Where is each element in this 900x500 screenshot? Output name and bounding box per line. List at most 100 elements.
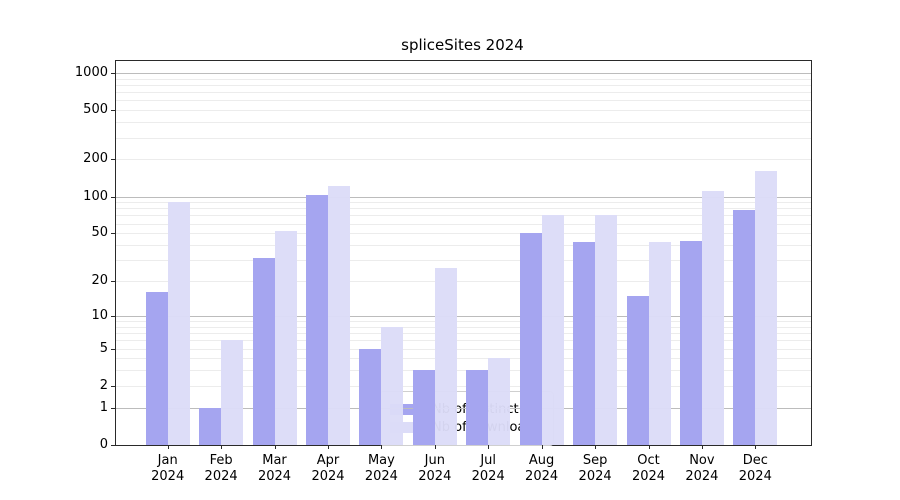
y-axis-tick <box>111 110 115 112</box>
y-axis-tick <box>111 72 115 74</box>
gridline-minor <box>116 326 811 328</box>
x-axis-tick-label: Jan 2024 <box>140 453 196 485</box>
y-axis-tick <box>111 445 115 446</box>
bar-distinct-ips <box>252 258 275 445</box>
x-label-line: 2024 <box>257 469 292 484</box>
gridline-minor <box>116 245 811 246</box>
x-label-line: 2024 <box>311 469 345 484</box>
bar-distinct-ips <box>519 233 542 445</box>
chart-title: spliceSites 2024 <box>401 36 524 54</box>
gridline-minor <box>116 137 811 139</box>
y-axis-tick-label: 100 <box>83 188 108 204</box>
gridline-minor <box>116 321 811 322</box>
x-axis-tick-label: Jul 2024 <box>460 453 516 485</box>
x-label-line: 2024 <box>578 469 612 484</box>
gridline-minor <box>116 202 811 204</box>
gridline-minor <box>116 100 811 102</box>
gridline-major <box>116 315 811 317</box>
y-axis-tick <box>111 348 115 350</box>
x-label-line: 2024 <box>685 469 719 484</box>
x-label-line: Feb <box>209 453 233 468</box>
bar-distinct-ips <box>306 194 328 445</box>
x-label-line: May <box>367 453 395 468</box>
x-axis-tick <box>381 445 383 449</box>
y-axis-tick-label: 200 <box>83 151 108 167</box>
x-axis-tick-label: Aug 2024 <box>514 453 570 485</box>
bar-downloads <box>488 358 511 445</box>
gridline-minor <box>116 78 811 80</box>
bar-downloads <box>541 215 564 445</box>
x-label-line: Sep <box>582 453 608 468</box>
gridline-minor <box>116 110 811 112</box>
gridline-minor <box>116 122 811 124</box>
gridline-minor <box>116 340 811 342</box>
bar-downloads <box>434 267 457 445</box>
gridline-minor <box>116 208 811 210</box>
y-axis-tick <box>111 159 115 161</box>
x-axis-tick-label: Feb 2024 <box>193 453 249 485</box>
gridline-minor <box>116 223 811 225</box>
x-axis-tick-label: Jun 2024 <box>407 453 463 485</box>
y-axis-tick-label: 5 <box>99 340 108 356</box>
x-label-line: 2024 <box>525 469 559 484</box>
x-axis-tick <box>274 445 276 449</box>
x-axis-tick <box>328 445 329 449</box>
x-axis-tick-label: Oct 2024 <box>621 453 677 485</box>
bar-downloads <box>648 242 671 445</box>
y-axis-tick <box>111 385 115 387</box>
y-axis-tick-label: 2 <box>99 377 108 393</box>
x-label-line: 2024 <box>738 469 772 484</box>
x-label-line: 2024 <box>631 469 666 484</box>
x-axis-tick <box>755 445 757 449</box>
y-axis-tick-label: 20 <box>91 273 108 288</box>
bar-distinct-ips <box>573 242 596 445</box>
gridline-minor <box>116 84 811 86</box>
x-axis-tick <box>541 445 543 449</box>
gridline-minor <box>116 370 811 372</box>
y-axis-tick-label: 1 <box>99 399 108 415</box>
bar-downloads <box>328 185 350 445</box>
x-label-line: Apr <box>316 453 340 468</box>
x-axis-tick-label: Mar 2024 <box>247 453 303 485</box>
x-label-line: 2024 <box>364 469 398 484</box>
bar-downloads <box>595 215 618 445</box>
bar-downloads <box>274 231 297 445</box>
gridline-minor <box>116 348 811 350</box>
x-label-line: Oct <box>637 453 660 468</box>
y-axis-tick-label: 500 <box>83 102 108 118</box>
bar-distinct-ips <box>466 370 489 445</box>
bar-downloads <box>167 202 190 445</box>
gridline-minor <box>116 333 811 334</box>
x-label-line: 2024 <box>418 469 452 484</box>
y-axis-tick-label: 10 <box>91 307 108 323</box>
gridline-major <box>116 407 811 409</box>
x-axis-tick-label: May 2024 <box>353 453 409 485</box>
gridline-minor <box>116 358 811 360</box>
bar-distinct-ips <box>145 292 168 445</box>
legend-swatch-icon <box>390 404 421 415</box>
plot-area: Nb of distinct IPsNb of downloads 012510… <box>75 60 812 484</box>
gridline-major <box>116 196 811 198</box>
bar-distinct-ips <box>679 241 702 445</box>
y-axis-tick <box>111 315 115 317</box>
x-label-line: Nov <box>689 453 715 468</box>
gridline-minor <box>116 92 811 94</box>
bar-downloads <box>755 171 778 445</box>
gridline-minor <box>116 215 811 217</box>
bar-downloads <box>701 191 724 445</box>
x-axis-tick <box>488 445 490 449</box>
gridline-minor <box>116 281 811 282</box>
x-axis-tick-label: Apr 2024 <box>300 453 356 485</box>
y-axis-tick <box>111 233 115 235</box>
y-axis-tick-label: 50 <box>91 225 108 241</box>
bar-distinct-ips <box>359 348 382 445</box>
x-axis-tick-label: Dec 2024 <box>727 453 783 485</box>
bar-distinct-ips <box>733 210 756 445</box>
gridline-minor <box>116 233 811 235</box>
x-axis-tick-label: Sep 2024 <box>567 453 623 485</box>
x-label-line: Mar <box>262 453 287 468</box>
gridline-minor <box>116 159 811 161</box>
x-label-line: Jun <box>424 453 445 468</box>
bar-distinct-ips <box>626 295 649 445</box>
